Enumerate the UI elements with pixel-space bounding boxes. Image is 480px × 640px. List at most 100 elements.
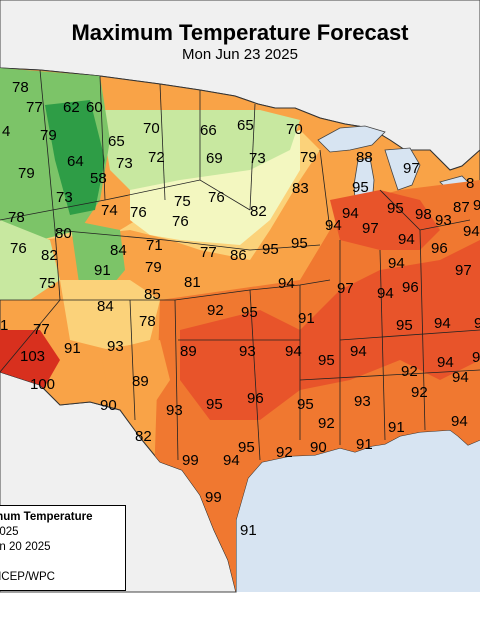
temperature-label: 82	[135, 428, 152, 445]
temperature-label: 94	[451, 413, 468, 430]
temperature-label: 97	[362, 220, 379, 237]
temperature-label: 94	[388, 255, 405, 272]
temperature-label: 89	[132, 373, 149, 390]
temperature-label: 94	[278, 275, 295, 292]
bottom-margin	[0, 592, 480, 640]
temperature-label: 95	[352, 179, 369, 196]
lake-superior	[317, 125, 386, 153]
temperature-label: 94	[377, 285, 394, 302]
temperature-label: 76	[10, 240, 27, 257]
legend-line-2: 2025	[0, 526, 19, 538]
legend-box: mum Temperature 2025 un 20 2025 t NCEP/W…	[0, 505, 126, 591]
temperature-label: 79	[145, 259, 162, 276]
lake-huron	[384, 147, 421, 191]
temperature-label: 92	[401, 363, 418, 380]
temperature-label: 62	[63, 99, 80, 116]
temperature-label: 86	[230, 247, 247, 264]
temperature-label: 77	[200, 244, 217, 261]
temperature-label: 82	[250, 203, 267, 220]
temperature-label: 91	[240, 522, 257, 539]
temperature-label: 74	[101, 202, 118, 219]
temperature-label: 84	[97, 298, 114, 315]
temperature-label: 9	[474, 315, 480, 332]
temperature-label: 94	[398, 231, 415, 248]
temperature-label: 76	[172, 213, 189, 230]
temperature-label: 75	[174, 193, 191, 210]
temperature-label: 92	[318, 415, 335, 432]
temperature-label: 92	[411, 384, 428, 401]
temperature-label: 83	[292, 180, 309, 197]
temperature-label: 58	[90, 170, 107, 187]
temperature-label: 91	[298, 310, 315, 327]
temperature-label: 94	[350, 343, 367, 360]
map-subtitle: Mon Jun 23 2025	[182, 46, 298, 63]
temperature-label: 93	[435, 212, 452, 229]
temperature-label: 94	[285, 343, 302, 360]
temperature-label: 99	[205, 489, 222, 506]
temperature-label: 65	[237, 117, 254, 134]
temperature-label: 89	[180, 343, 197, 360]
temperature-label: 93	[166, 402, 183, 419]
temperature-label: 77	[26, 99, 43, 116]
temperature-label: 71	[146, 237, 163, 254]
temperature-label: 81	[184, 274, 201, 291]
temperature-label: 73	[116, 155, 133, 172]
state-borders	[0, 69, 480, 461]
temperature-label: 97	[472, 349, 480, 366]
temperature-label: 85	[144, 286, 161, 303]
legend-line-3: un 20 2025	[0, 541, 51, 553]
temperature-label: 77	[33, 321, 50, 338]
temperature-label: 91	[388, 419, 405, 436]
temperature-label: 95	[262, 241, 279, 258]
temperature-label: 1	[0, 317, 8, 334]
temperature-label: 93	[354, 393, 371, 410]
temperature-label: 72	[148, 149, 165, 166]
temperature-label: 95	[297, 396, 314, 413]
legend-line-1: mum Temperature	[0, 511, 93, 523]
temperature-label: 93	[239, 343, 256, 360]
temperature-label: 95	[206, 396, 223, 413]
legend-line-4: t	[0, 555, 119, 570]
temperature-label: 94	[342, 205, 359, 222]
temperature-label: 95	[396, 317, 413, 334]
temperature-label: 99	[182, 452, 199, 469]
temperature-label: 66	[200, 122, 217, 139]
temperature-label: 90	[310, 439, 327, 456]
temperature-label: 95	[387, 200, 404, 217]
temperature-label: 79	[40, 127, 57, 144]
temperature-label: 93	[107, 338, 124, 355]
temperature-label: 95	[238, 439, 255, 456]
temperature-label: 97	[455, 262, 472, 279]
legend-line-5: NCEP/WPC	[0, 571, 55, 583]
temperature-label: 92	[207, 302, 224, 319]
temperature-label: 103	[20, 348, 45, 365]
temperature-label: 75	[39, 275, 56, 292]
temperature-label: 91	[356, 436, 373, 453]
temperature-label: 73	[56, 189, 73, 206]
temperature-label: 95	[241, 304, 258, 321]
temperature-label: 64	[67, 153, 84, 170]
temperature-label: 96	[402, 279, 419, 296]
temperature-label: 79	[18, 165, 35, 182]
temperature-label: 78	[8, 209, 25, 226]
temperature-label: 91	[94, 262, 111, 279]
temperature-label: 82	[41, 247, 58, 264]
temperature-label: 90	[100, 397, 117, 414]
temperature-label: 94	[452, 369, 469, 386]
temperature-label: 76	[130, 204, 147, 221]
temperature-label: 78	[12, 79, 29, 96]
temperature-label: 69	[206, 150, 223, 167]
temperature-label: 94	[434, 315, 451, 332]
temperature-label: 87	[453, 199, 470, 216]
temperature-label: 95	[291, 235, 308, 252]
temperature-label: 94	[463, 223, 480, 240]
temperature-label: 96	[247, 390, 264, 407]
temperature-label: 97	[403, 160, 420, 177]
temperature-label: 73	[249, 150, 266, 167]
temperature-label: 8	[466, 175, 474, 192]
temperature-label: 88	[356, 149, 373, 166]
temperature-label: 78	[139, 313, 156, 330]
temperature-label: 4	[2, 123, 10, 140]
